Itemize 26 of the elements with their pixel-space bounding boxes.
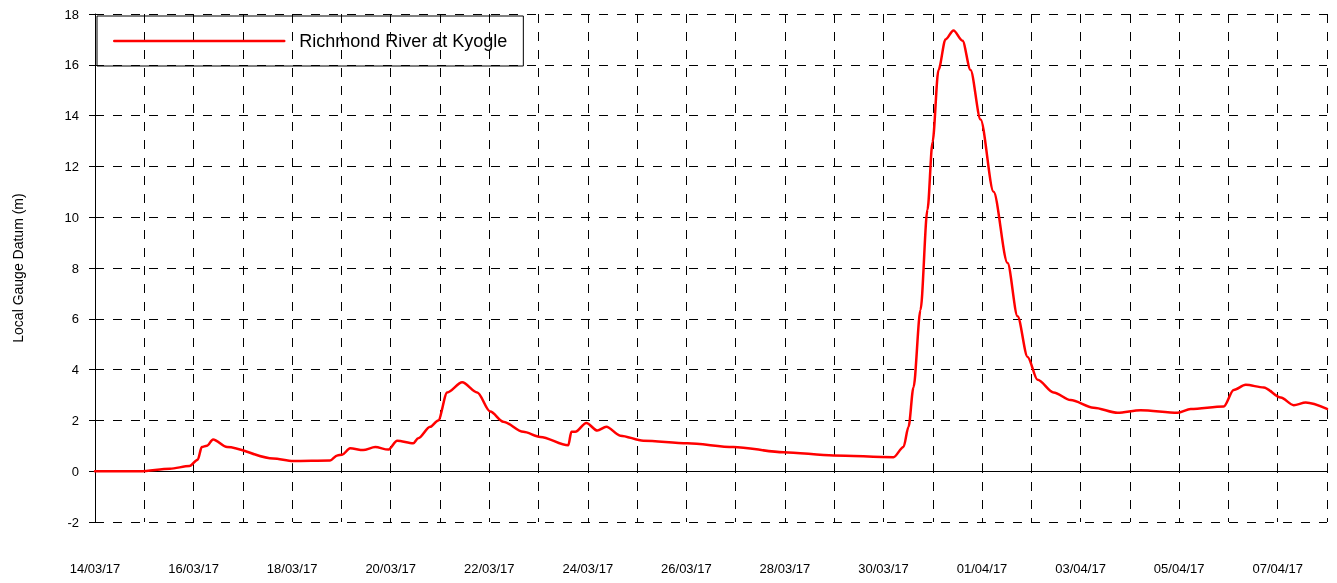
x-tick-label: 30/03/17: [858, 561, 909, 576]
x-tick-label: 14/03/17: [69, 561, 121, 576]
x-tick-label: 22/03/17: [463, 561, 515, 576]
x-tick-label: 07/04/17: [1252, 561, 1304, 576]
y-tick-label: 12: [64, 158, 79, 174]
y-tick-label: 2: [71, 412, 79, 428]
x-tick-label: 28/03/17: [759, 561, 811, 576]
y-tick-label: 8: [71, 260, 79, 276]
x-tick-label: 26/03/17: [661, 561, 712, 576]
x-tick-label: 20/03/17: [365, 561, 416, 576]
y-tick-label: 6: [71, 311, 79, 327]
x-tick-label: 16/03/17: [168, 561, 219, 576]
y-tick-label: 18: [64, 6, 79, 22]
y-tick-label: 10: [64, 209, 79, 225]
y-tick-label: 0: [71, 463, 79, 479]
x-tick-label: 24/03/17: [562, 561, 614, 576]
text: Richmond River at Kyogle: [299, 31, 508, 51]
y-axis-title: Local Gauge Datum (m): [10, 193, 26, 343]
y-tick-label: 14: [64, 108, 79, 124]
x-tick-label: 01/04/17: [956, 561, 1008, 576]
y-tick-label: -2: [67, 514, 79, 530]
y-tick-label: 4: [71, 362, 79, 378]
x-tick-label: 18/03/17: [266, 561, 318, 576]
x-tick-label: 05/04/17: [1153, 561, 1205, 576]
y-tick-label: 16: [64, 57, 79, 73]
x-tick-label: 03/04/17: [1055, 561, 1106, 576]
